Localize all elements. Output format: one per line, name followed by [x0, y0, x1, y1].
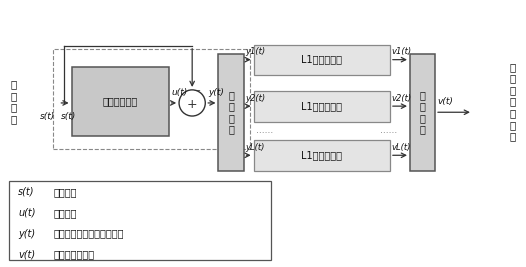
Text: y2(t): y2(t) — [245, 94, 265, 103]
Text: y(t): y(t) — [208, 88, 224, 97]
Text: L1正则化复原: L1正则化复原 — [301, 101, 342, 111]
Ellipse shape — [179, 90, 205, 116]
Text: ......: ...... — [256, 126, 273, 135]
Bar — [254, 91, 390, 121]
Text: L1正则化复原: L1正则化复原 — [301, 55, 342, 65]
Text: 信
号
合
并: 信 号 合 并 — [420, 90, 426, 135]
Text: s(t): s(t) — [18, 187, 35, 197]
Bar — [218, 54, 244, 171]
Bar — [254, 140, 390, 171]
Text: s(t): s(t) — [40, 112, 55, 121]
Bar — [254, 45, 390, 75]
Text: +: + — [187, 98, 197, 111]
Text: vL(t): vL(t) — [391, 143, 411, 152]
Text: v(t): v(t) — [18, 249, 35, 259]
Text: 信
号
分
段: 信 号 分 段 — [228, 90, 234, 135]
Text: 电
压
信
号: 电 压 信 号 — [11, 79, 17, 124]
Text: 基波信号估计: 基波信号估计 — [103, 97, 138, 107]
Text: 波
动
与
闪
变
信
号: 波 动 与 闪 变 信 号 — [509, 62, 515, 142]
Bar — [72, 67, 168, 136]
Text: v2(t): v2(t) — [391, 94, 412, 103]
Text: u(t): u(t) — [171, 88, 187, 97]
Text: 基波信号: 基波信号 — [53, 208, 77, 218]
Text: −: − — [193, 86, 200, 95]
Text: v1(t): v1(t) — [391, 47, 412, 56]
Text: 波动与闪变信号: 波动与闪变信号 — [53, 249, 94, 259]
Text: y1(t): y1(t) — [245, 47, 265, 56]
Text: 基波与波动闪变的调制信号: 基波与波动闪变的调制信号 — [53, 229, 124, 238]
Text: ......: ...... — [380, 126, 398, 135]
Text: L1正则化复原: L1正则化复原 — [301, 150, 342, 160]
Bar — [53, 49, 250, 150]
Bar — [8, 181, 271, 260]
Text: v(t): v(t) — [438, 97, 453, 106]
Text: y(t): y(t) — [18, 229, 35, 238]
Bar — [410, 54, 435, 171]
Text: yL(t): yL(t) — [245, 143, 265, 152]
Text: s(t): s(t) — [61, 112, 76, 121]
Text: u(t): u(t) — [18, 208, 36, 218]
Text: 电压信号: 电压信号 — [53, 187, 77, 197]
